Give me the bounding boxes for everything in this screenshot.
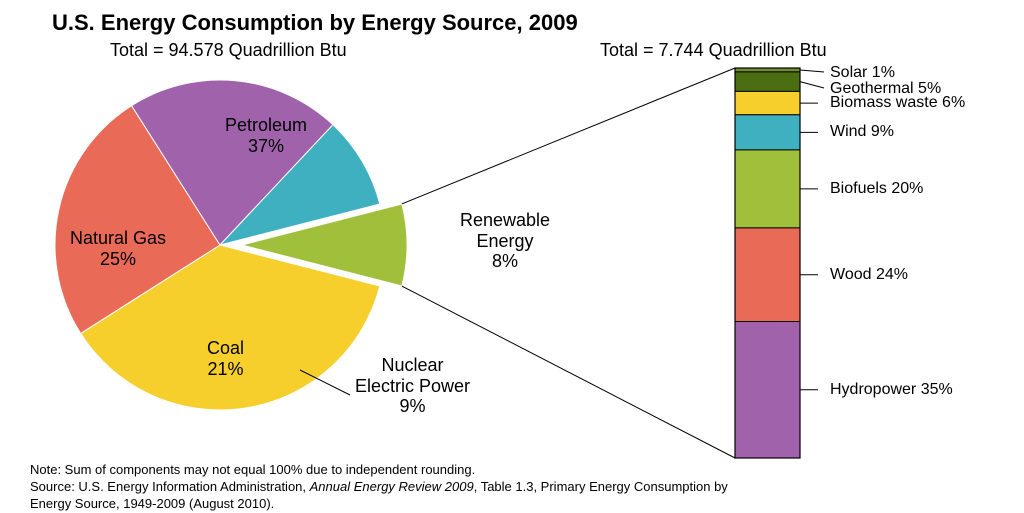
bar-label-biomass: Biomass waste 6% — [830, 94, 965, 112]
pie-label-pct: 21% — [207, 359, 244, 380]
pie-label-name: Petroleum — [225, 115, 307, 135]
pie-label-renewable: RenewableEnergy 8% — [460, 210, 550, 272]
footnote: Note: Sum of components may not equal 10… — [30, 462, 970, 513]
pie-label-petroleum: Petroleum 37% — [225, 115, 307, 156]
pie-label-pct: 37% — [225, 136, 307, 157]
pie-label-name: Natural Gas — [70, 228, 166, 248]
bar-seg-hydropower — [735, 322, 800, 459]
footnote-line2b: Annual Energy Review 2009 — [310, 479, 474, 494]
pie-label-nuclear: NuclearElectric Power 9% — [355, 355, 470, 417]
pie-label-name: NuclearElectric Power — [355, 355, 470, 396]
bar-label-wind: Wind 9% — [830, 123, 894, 141]
bar-seg-wood — [735, 228, 800, 322]
footnote-line1: Note: Sum of components may not equal 10… — [30, 462, 475, 477]
bar-label-hydropower: Hydropower 35% — [830, 381, 953, 399]
footnote-line2c: , Table 1.3, Primary Energy Consumption … — [474, 479, 728, 494]
bar-label-biofuels: Biofuels 20% — [830, 180, 923, 198]
pie-label-coal: Coal 21% — [207, 338, 244, 379]
pie-label-name: Coal — [207, 338, 244, 358]
bar-seg-geothermal — [735, 72, 800, 92]
bar-seg-wind — [735, 115, 800, 150]
footnote-line3: Energy Source, 1949-2009 (August 2010). — [30, 496, 274, 511]
footnote-line2a: Source: U.S. Energy Information Administ… — [30, 479, 310, 494]
pie-label-pct: 9% — [355, 396, 470, 417]
bar-seg-biofuels — [735, 150, 800, 228]
pie-label-pct: 8% — [460, 251, 550, 272]
pie-label-natural-gas: Natural Gas 25% — [70, 228, 166, 269]
bar-label-wood: Wood 24% — [830, 266, 908, 284]
bar-seg-biomass — [735, 91, 800, 114]
pie-label-name: RenewableEnergy — [460, 210, 550, 251]
pie-label-pct: 25% — [70, 249, 166, 270]
